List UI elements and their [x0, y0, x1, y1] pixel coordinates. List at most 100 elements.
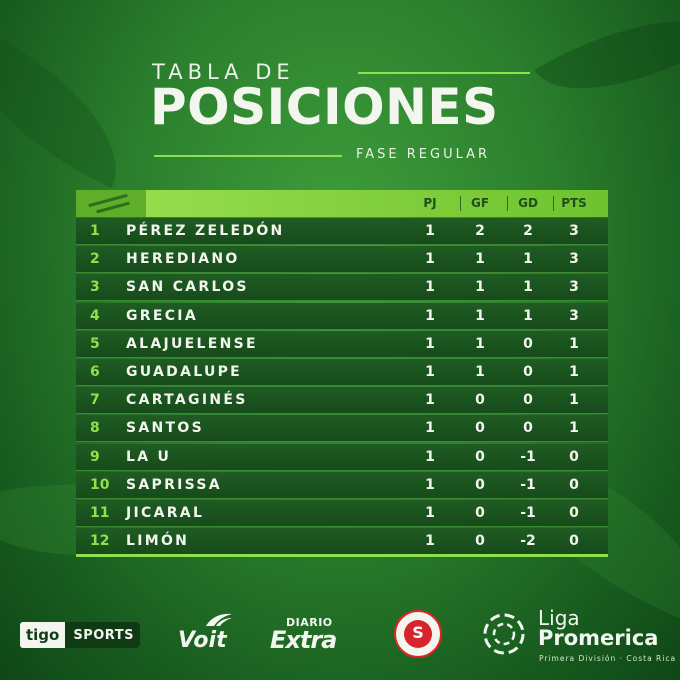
team-name: SANTOS — [126, 420, 204, 437]
position: 10 — [90, 476, 110, 493]
tigo-logo-text: tigo — [26, 626, 60, 644]
liga-ball-icon — [483, 613, 525, 655]
tigo-sports-logo: tigo SPORTS — [20, 622, 140, 648]
cell-gd: 2 — [523, 223, 533, 239]
cell-gd: 0 — [523, 363, 533, 380]
cell-pj: 1 — [425, 420, 435, 437]
cell-pts: 3 — [569, 251, 579, 268]
position: 6 — [90, 363, 100, 380]
table-row: 11 JICARAL 1 0 -1 0 — [76, 499, 608, 527]
title-line1: TABLA DE — [152, 60, 295, 84]
column-header-gf: GF — [470, 196, 490, 210]
cell-gf: 0 — [475, 476, 485, 493]
sponsor-bar: tigo SPORTS Voit DIARIO Extra S Liga Pro… — [0, 596, 680, 680]
cell-pj: 1 — [425, 476, 435, 493]
page-subtitle: FASE REGULAR — [356, 147, 491, 162]
team-name: PÉREZ ZELEDÓN — [126, 223, 285, 239]
table-row: 6 GUADALUPE 1 1 0 1 — [76, 358, 608, 386]
federation-seal-icon: S — [394, 610, 442, 658]
cell-pj: 1 — [425, 533, 435, 550]
table-body: 1 PÉREZ ZELEDÓN 1 2 2 3 2 HEREDIANO 1 1 … — [76, 218, 608, 558]
liga-logo-line1: Liga — [538, 606, 580, 630]
team-name: SAN CARLOS — [126, 279, 249, 296]
table-row: 3 SAN CARLOS 1 1 1 3 — [76, 274, 608, 302]
cell-pj: 1 — [425, 392, 435, 409]
table-row: 5 ALAJUELENSE 1 1 0 1 — [76, 330, 608, 358]
cell-gd: -1 — [520, 504, 536, 521]
cell-gd: 0 — [523, 335, 533, 352]
liga-logo-line2: Promerica — [538, 626, 659, 650]
background-leaf — [0, 21, 150, 189]
table-header: PJ GF GD PTS — [76, 190, 608, 217]
header-divider — [507, 196, 508, 211]
liga-promerica-logo: Liga Promerica Primera División · Costa … — [482, 606, 675, 666]
title-block: TABLA DE POSICIONES FASE REGULAR — [150, 60, 532, 170]
cell-pts: 1 — [569, 420, 579, 437]
cell-gf: 0 — [475, 504, 485, 521]
cell-pts: 3 — [569, 223, 579, 239]
cell-pts: 1 — [569, 335, 579, 352]
cell-gf: 1 — [475, 335, 485, 352]
table-row: 10 SAPRISSA 1 0 -1 0 — [76, 471, 608, 499]
team-name: GRECIA — [126, 307, 198, 324]
cell-pj: 1 — [425, 363, 435, 380]
diario-extra-logo: DIARIO Extra — [270, 616, 362, 656]
team-name: ALAJUELENSE — [126, 335, 258, 352]
tigo-logo-sports: SPORTS — [65, 622, 140, 648]
cell-gd: 0 — [523, 420, 533, 437]
cell-gf: 0 — [475, 533, 485, 550]
table-row: 1 PÉREZ ZELEDÓN 1 2 2 3 — [76, 218, 608, 245]
cell-pts: 3 — [569, 307, 579, 324]
diario-logo-top: DIARIO — [286, 616, 333, 629]
cell-pts: 3 — [569, 279, 579, 296]
position: 2 — [90, 251, 100, 268]
team-name: LA U — [126, 448, 172, 465]
background-leaf — [534, 0, 680, 131]
cell-pts: 0 — [569, 533, 579, 550]
cell-gf: 1 — [475, 279, 485, 296]
cell-pj: 1 — [425, 279, 435, 296]
standings-table: PJ GF GD PTS 1 PÉREZ ZELEDÓN 1 2 2 3 2 H… — [76, 190, 608, 558]
cell-pj: 1 — [425, 335, 435, 352]
cell-gf: 0 — [475, 392, 485, 409]
cell-gf: 1 — [475, 251, 485, 268]
cell-gf: 2 — [475, 223, 485, 239]
table-row: 7 CARTAGINÉS 1 0 0 1 — [76, 387, 608, 415]
cell-gd: -2 — [520, 533, 536, 550]
header-divider — [460, 196, 461, 211]
position: 12 — [90, 533, 110, 550]
cell-pj: 1 — [425, 307, 435, 324]
position: 8 — [90, 420, 100, 437]
team-name: HEREDIANO — [126, 251, 240, 268]
cell-gf: 0 — [475, 448, 485, 465]
seal-letter: S — [412, 623, 424, 642]
cell-pj: 1 — [425, 223, 435, 239]
team-name: SAPRISSA — [126, 476, 222, 493]
cell-pts: 1 — [569, 363, 579, 380]
cell-pj: 1 — [425, 251, 435, 268]
voit-logo-text: Voit — [178, 628, 227, 653]
cell-gd: 1 — [523, 251, 533, 268]
team-name: JICARAL — [126, 504, 205, 521]
position: 7 — [90, 392, 100, 409]
cell-pj: 1 — [425, 448, 435, 465]
cell-gd: 1 — [523, 279, 533, 296]
voit-logo: Voit — [178, 613, 248, 654]
position: 3 — [90, 279, 100, 296]
diario-logo-bottom: Extra — [270, 626, 337, 654]
cell-pts: 0 — [569, 448, 579, 465]
table-row: 8 SANTOS 1 0 0 1 — [76, 415, 608, 443]
table-row: 9 LA U 1 0 -1 0 — [76, 443, 608, 471]
page-title: POSICIONES — [150, 78, 499, 136]
header-divider — [553, 196, 554, 211]
table-row: 4 GRECIA 1 1 1 3 — [76, 302, 608, 330]
cell-pts: 1 — [569, 392, 579, 409]
team-name: LIMÓN — [126, 533, 190, 550]
title-bottom-rule — [154, 155, 342, 157]
voit-wing-icon — [206, 613, 232, 626]
position: 1 — [90, 223, 100, 239]
position: 11 — [90, 504, 110, 521]
position: 9 — [90, 448, 100, 465]
team-name: GUADALUPE — [126, 363, 243, 380]
cell-gd: 1 — [523, 307, 533, 324]
